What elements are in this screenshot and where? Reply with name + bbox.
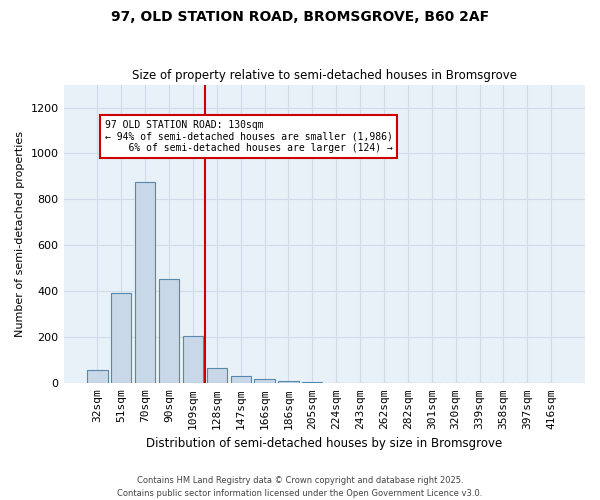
Title: Size of property relative to semi-detached houses in Bromsgrove: Size of property relative to semi-detach…: [132, 69, 517, 82]
Text: Contains HM Land Registry data © Crown copyright and database right 2025.
Contai: Contains HM Land Registry data © Crown c…: [118, 476, 482, 498]
Bar: [278, 381, 299, 384]
Bar: [326, 382, 346, 384]
Bar: [206, 368, 227, 384]
Text: 97 OLD STATION ROAD: 130sqm
← 94% of semi-detached houses are smaller (1,986)
  : 97 OLD STATION ROAD: 130sqm ← 94% of sem…: [104, 120, 392, 154]
Y-axis label: Number of semi-detached properties: Number of semi-detached properties: [15, 131, 25, 337]
X-axis label: Distribution of semi-detached houses by size in Bromsgrove: Distribution of semi-detached houses by …: [146, 437, 502, 450]
Bar: [254, 378, 275, 384]
Bar: [183, 336, 203, 384]
Bar: [87, 370, 107, 384]
Text: 97, OLD STATION ROAD, BROMSGROVE, B60 2AF: 97, OLD STATION ROAD, BROMSGROVE, B60 2A…: [111, 10, 489, 24]
Bar: [302, 382, 322, 384]
Bar: [135, 182, 155, 384]
Bar: [111, 292, 131, 384]
Bar: [159, 278, 179, 384]
Bar: [230, 376, 251, 384]
